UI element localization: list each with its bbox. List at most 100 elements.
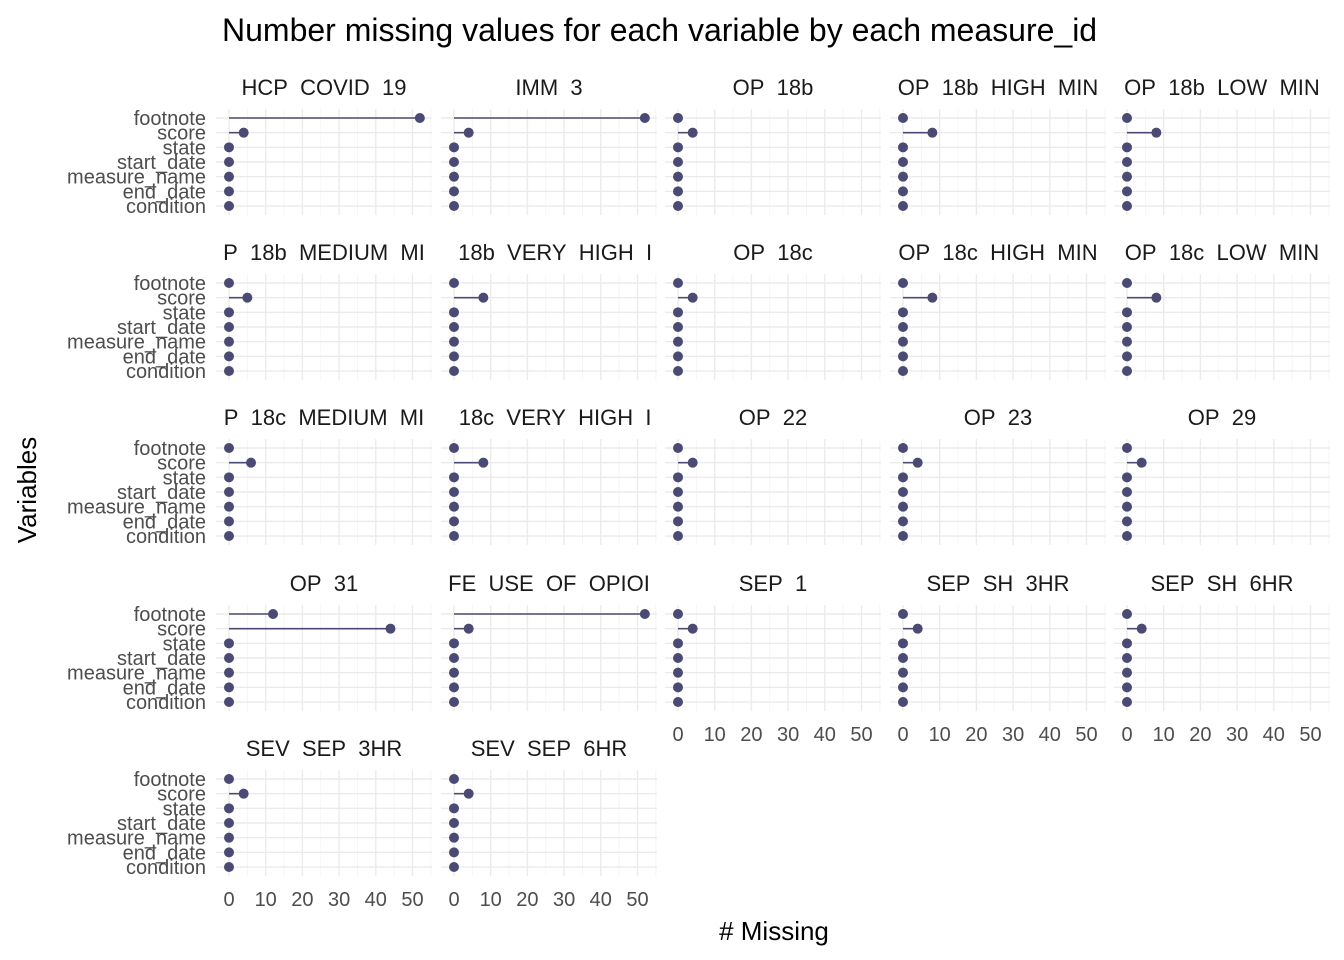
x-tick-label: 0 <box>1121 724 1132 746</box>
lollipop-point <box>1122 171 1132 182</box>
lollipop-point <box>1122 443 1132 453</box>
y-tick-label: score <box>157 123 206 145</box>
lollipop-point <box>687 127 698 138</box>
lollipop-point <box>673 307 683 318</box>
lollipop-point <box>1122 609 1132 619</box>
lollipop-point <box>673 186 683 197</box>
lollipop-point <box>449 653 459 664</box>
lollipop-point <box>414 113 425 123</box>
lollipop-point <box>449 278 459 288</box>
lollipop-point <box>1122 682 1132 693</box>
facet-panel: SEP_SH_3HR 0 10 20 30 40 50 <box>890 571 1106 746</box>
y-tick-label: start_date <box>117 648 206 670</box>
lollipop-point <box>1122 351 1132 362</box>
facet-strip-label: OP_18b <box>733 75 814 100</box>
lollipop-point <box>449 142 459 153</box>
lollipop-point <box>639 609 650 619</box>
lollipop-point <box>449 531 459 542</box>
lollipop-point <box>1122 638 1132 649</box>
lollipop-point <box>673 113 683 123</box>
y-tick-label: score <box>157 784 206 806</box>
x-tick-label: 40 <box>1263 724 1285 746</box>
y-tick-label: end_date <box>123 511 206 533</box>
lollipop-point <box>449 201 459 212</box>
lollipop-point <box>912 623 923 634</box>
lollipop-point <box>449 443 459 453</box>
lollipop-point <box>449 682 459 693</box>
lollipop-point <box>1122 336 1132 347</box>
lollipop-point <box>449 774 459 784</box>
lollipop-point <box>463 788 474 799</box>
y-tick-label: end_date <box>123 346 206 368</box>
lollipop-point <box>224 667 234 678</box>
x-tick-label: 30 <box>1226 724 1248 746</box>
y-tick-label: state <box>163 302 206 324</box>
lollipop-point <box>1151 292 1162 303</box>
lollipop-point <box>898 472 908 483</box>
facet-strip-label: OP_18c_HIGH_MIN <box>898 240 1097 265</box>
lollipop-point <box>1122 472 1132 483</box>
lollipop-point <box>898 171 908 182</box>
lollipop-point <box>673 171 683 182</box>
facet-strip-label: SEP_SH_3HR <box>926 571 1069 596</box>
lollipop-point <box>898 322 908 333</box>
y-tick-label: start_date <box>117 317 206 339</box>
y-tick-label: footnote <box>134 604 206 626</box>
lollipop-point <box>224 487 234 498</box>
facet-strip-label: _18c_VERY_HIGH_I <box>445 405 651 430</box>
lollipop-point <box>224 803 234 814</box>
y-tick-label: end_date <box>123 677 206 699</box>
lollipop-point <box>673 531 683 542</box>
x-tick-label: 0 <box>223 889 234 911</box>
lollipop-point <box>449 472 459 483</box>
facet-panel: OP_22 <box>665 405 881 546</box>
lollipop-point <box>224 186 234 197</box>
lollipop-point <box>898 186 908 197</box>
lollipop-point <box>673 609 683 619</box>
lollipop-point <box>449 487 459 498</box>
lollipop-point <box>224 862 234 873</box>
lollipop-point <box>1122 366 1132 377</box>
lollipop-point <box>898 142 908 153</box>
lollipop-point <box>673 336 683 347</box>
y-tick-label: condition <box>126 196 206 218</box>
lollipop-point <box>224 682 234 693</box>
y-tick-label: measure_name <box>67 332 206 354</box>
x-tick-label: 20 <box>291 889 313 911</box>
x-tick-label: 50 <box>401 889 423 911</box>
x-tick-label: 40 <box>1039 724 1061 746</box>
facet-strip-label: OP_23 <box>964 405 1033 430</box>
facet-panel: _18b_VERY_HIGH_I <box>441 240 657 381</box>
lollipop-point <box>449 667 459 678</box>
facet-strip-label: IMM_3 <box>515 75 582 100</box>
x-tick-label: 30 <box>328 889 350 911</box>
lollipop-point <box>673 487 683 498</box>
facet-panel: OP_18c_LOW_MIN <box>1114 240 1330 381</box>
lollipop-point <box>449 516 459 527</box>
lollipop-point <box>927 292 938 303</box>
facet-strip-label: HCP_COVID_19 <box>241 75 406 100</box>
y-tick-label: end_date <box>123 842 206 864</box>
lollipop-point <box>449 186 459 197</box>
facet-strip-label: OP_18c <box>733 240 813 265</box>
lollipop-point <box>1122 142 1132 153</box>
x-tick-label: 40 <box>365 889 387 911</box>
lollipop-point <box>673 653 683 664</box>
x-tick-label: 20 <box>740 724 762 746</box>
y-tick-label: state <box>163 633 206 655</box>
lollipop-point <box>449 322 459 333</box>
lollipop-point <box>224 638 234 649</box>
lollipop-point <box>1122 653 1132 664</box>
facet-strip-label: OP_18b_LOW_MIN <box>1124 75 1320 100</box>
y-tick-label: measure_name <box>67 663 206 685</box>
lollipop-point <box>1122 501 1132 512</box>
lollipop-point <box>898 351 908 362</box>
lollipop-point <box>224 774 234 784</box>
lollipop-point <box>673 516 683 527</box>
lollipop-point <box>449 862 459 873</box>
y-tick-label: state <box>163 798 206 820</box>
x-tick-label: 20 <box>1189 724 1211 746</box>
facet-strip-label: SEP_1 <box>739 571 808 596</box>
facet-strip-label: SEV_SEP_3HR <box>246 736 403 761</box>
